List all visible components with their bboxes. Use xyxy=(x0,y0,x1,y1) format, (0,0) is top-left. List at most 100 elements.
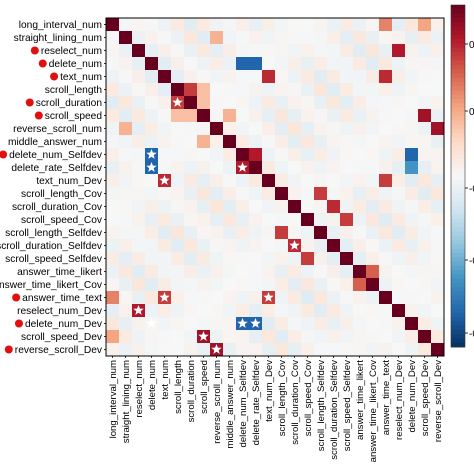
significance-stars xyxy=(133,97,300,354)
heatmap-cell xyxy=(197,83,211,97)
heatmap-cell xyxy=(392,83,406,97)
heatmap-cell xyxy=(184,226,198,240)
red-dot-marker xyxy=(4,345,13,354)
heatmap-cell xyxy=(132,343,146,357)
heatmap-cell xyxy=(379,70,393,84)
heatmap-cell xyxy=(275,96,289,110)
heatmap-cell xyxy=(366,278,380,292)
heatmap-cell xyxy=(119,83,133,97)
heatmap-cell xyxy=(223,278,237,292)
heatmap-cell xyxy=(197,317,211,331)
colorbar-segment xyxy=(451,248,465,254)
heatmap-cell xyxy=(223,317,237,331)
heatmap-cell xyxy=(184,213,198,227)
colorbar-segment xyxy=(451,270,465,275)
colorbar-segment xyxy=(451,13,465,19)
colorbar-segment xyxy=(451,5,465,10)
heatmap-cell xyxy=(223,213,237,227)
heatmap-cell xyxy=(379,161,393,175)
heatmap-cell xyxy=(249,265,263,279)
heatmap-cell xyxy=(366,226,380,240)
heatmap-cell xyxy=(262,109,276,123)
heatmap-cell xyxy=(171,18,185,32)
heatmap-cell xyxy=(366,96,380,110)
heatmap-cell xyxy=(197,213,211,227)
heatmap-cell xyxy=(197,239,211,253)
heatmap-cell xyxy=(119,109,133,123)
heatmap-cell xyxy=(340,291,354,305)
heatmap-cell xyxy=(301,70,315,84)
heatmap-cell xyxy=(249,239,263,253)
heatmap-cell xyxy=(197,18,211,32)
heatmap-cell xyxy=(171,330,185,344)
heatmap-cell xyxy=(249,213,263,227)
heatmap-cell xyxy=(301,174,315,188)
heatmap-cell xyxy=(184,122,198,136)
heatmap-cell xyxy=(379,304,393,318)
heatmap-cell xyxy=(145,122,159,136)
heatmap-cell xyxy=(431,187,445,201)
heatmap-cell xyxy=(418,291,432,305)
heatmap-cell xyxy=(249,161,263,175)
row-label: answer_time_likert_Cov xyxy=(0,280,103,291)
heatmap-cell xyxy=(210,174,224,188)
heatmap-cell xyxy=(431,174,445,188)
heatmap-cell xyxy=(236,135,250,149)
colorbar-segment xyxy=(451,304,465,309)
colorbar-segment xyxy=(451,240,465,245)
heatmap-cell xyxy=(418,161,432,175)
heatmap-cell xyxy=(392,31,406,45)
heatmap-cell xyxy=(262,18,276,32)
heatmap-cell xyxy=(418,200,432,214)
heatmap-cell xyxy=(132,161,146,175)
heatmap-cell xyxy=(366,31,380,45)
heatmap-cell xyxy=(340,31,354,45)
heatmap-cell xyxy=(405,135,419,149)
colorbar-segment xyxy=(451,184,465,190)
heatmap-cell xyxy=(288,70,302,84)
colorbar-segment xyxy=(451,77,465,83)
heatmap-cell xyxy=(431,213,445,227)
colorbar-frame xyxy=(450,4,466,348)
heatmap-cell xyxy=(275,291,289,305)
heatmap-cell xyxy=(106,148,120,162)
heatmap-cell xyxy=(145,304,159,318)
heatmap-cell xyxy=(301,57,315,71)
colorbar-segment xyxy=(451,150,465,156)
row-labels: long_interval_num straight_lining_numrese… xyxy=(0,20,106,356)
heatmap-cell xyxy=(327,44,341,58)
heatmap-cell xyxy=(119,96,133,110)
heatmap-cell xyxy=(288,343,302,357)
heatmap-cell xyxy=(262,122,276,136)
heatmap-cell xyxy=(223,44,237,58)
heatmap-cell xyxy=(158,18,172,32)
column-label: reverse_scroll_num xyxy=(212,360,223,444)
heatmap-cell xyxy=(327,70,341,84)
heatmap-cell xyxy=(236,31,250,45)
heatmap-cell xyxy=(119,174,133,188)
heatmap-cell xyxy=(353,265,367,279)
heatmap-cell xyxy=(314,70,328,84)
heatmap-cell xyxy=(106,174,120,188)
heatmap-cell xyxy=(171,174,185,188)
heatmap-cell xyxy=(158,135,172,149)
red-dot-marker xyxy=(50,72,59,81)
heatmap-cell xyxy=(106,31,120,45)
heatmap-cell xyxy=(353,291,367,305)
column-label: scroll_speed_Cov xyxy=(303,360,314,436)
heatmap-cell xyxy=(379,18,393,32)
heatmap-cell xyxy=(301,265,315,279)
heatmap-cell xyxy=(119,226,133,240)
heatmap-cell xyxy=(288,317,302,331)
column-label: answer_time_text xyxy=(381,360,392,436)
heatmap-cell xyxy=(119,70,133,84)
heatmap-cell xyxy=(106,239,120,253)
heatmap-cell xyxy=(223,135,237,149)
colorbar-segment xyxy=(451,252,465,258)
heatmap-cell xyxy=(314,57,328,71)
heatmap-cell xyxy=(145,226,159,240)
heatmap-cell xyxy=(236,187,250,201)
heatmap-cell xyxy=(288,187,302,201)
column-label: scroll_duration_Cov xyxy=(290,360,301,445)
heatmap-cell xyxy=(366,122,380,136)
